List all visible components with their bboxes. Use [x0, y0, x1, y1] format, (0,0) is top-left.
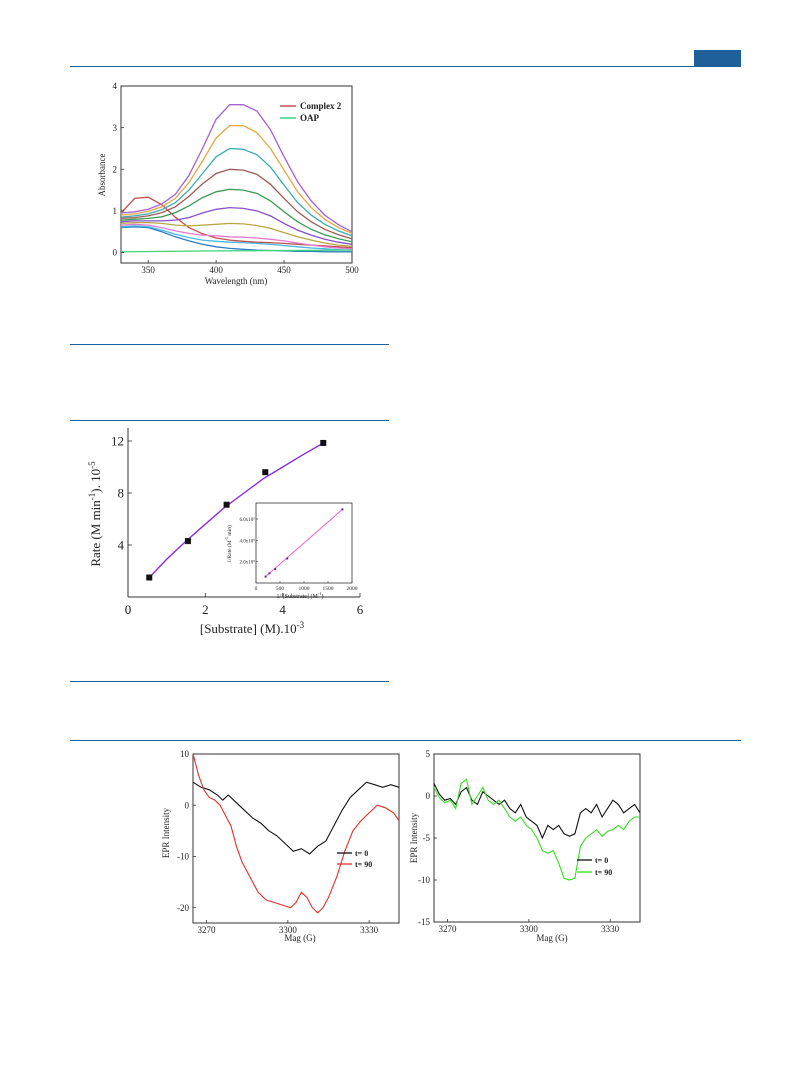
rate-point-3: [262, 469, 269, 476]
inset-fit-line: [265, 509, 343, 577]
epr1-xtick-label-3330: 3330: [360, 925, 379, 935]
epr2-ytick-label-0: 0: [426, 791, 431, 801]
uvvis-series-10: [120, 104, 353, 233]
epr1-ytick-label--10: -10: [177, 852, 189, 862]
section-rule-4: [70, 740, 741, 741]
epr1-ytick-label-10: 10: [180, 749, 190, 759]
inset-xtick-label-2000: 2000: [347, 586, 358, 592]
inset-ylabel: 1/Rate (M-1 min): [224, 525, 233, 563]
uvvis-series-6: [120, 188, 353, 243]
epr1-ytick-label-0: 0: [185, 800, 190, 810]
uvvis-legend: Complex 2 OAP: [280, 101, 342, 123]
inset-point-3: [286, 557, 289, 560]
epr1-xlabel: Mag (G): [284, 933, 315, 943]
epr1-xtick-label-3300: 3300: [279, 925, 298, 935]
epr1-legend-label-t90: t= 90: [355, 860, 372, 869]
rate-xtick-label-0: 0: [125, 602, 132, 617]
header-rule: [70, 66, 741, 67]
uvvis-series-3: [120, 223, 353, 250]
rate-point-0: [146, 574, 153, 581]
epr2-legend-label-t90: t= 90: [595, 868, 612, 877]
section-rule-2: [70, 420, 389, 421]
uvvis-ylabel: Absorbance: [97, 154, 107, 197]
inset-xtick-label-1500: 1500: [323, 586, 334, 592]
uvvis-xlabel: Wavelength (nm): [205, 276, 268, 286]
epr2-ylabel: EPR Intensity: [409, 812, 419, 863]
uvvis-series-7: [120, 168, 353, 240]
epr2-series-0: [433, 783, 641, 840]
rate-point-2: [223, 501, 230, 508]
inset-xtick-label-1000: 1000: [299, 586, 310, 592]
inset-point-2: [274, 568, 277, 571]
uvvis-xtick-label-450: 450: [277, 265, 291, 275]
inset-xtick-label-0: 0: [255, 586, 258, 592]
rate-ytick-label-8: 8: [118, 486, 125, 501]
legend-label-oap: OAP: [300, 113, 320, 123]
uvvis-series-5: [120, 206, 353, 245]
epr2-ytick-label-5: 5: [426, 749, 431, 759]
epr2-legend-label-t0: t= 0: [595, 856, 608, 865]
uvvis-xtick-label-350: 350: [141, 265, 155, 275]
rate-point-4: [320, 439, 327, 446]
epr1-legend: t= 0 t= 90: [337, 849, 372, 869]
section-rule-1: [70, 344, 389, 345]
uvvis-xtick-label-500: 500: [345, 265, 359, 275]
uvvis-series-8: [120, 147, 353, 237]
rate-xtick-label-6: 6: [357, 602, 364, 617]
section-rule-3: [70, 681, 389, 682]
inset-point-1: [268, 572, 271, 575]
inset-point-0: [264, 575, 267, 578]
inset-xlabel: 1/ [Substrate] (M-1): [276, 591, 323, 600]
uvvis-series-9: [120, 124, 353, 234]
uvvis-ytick-label-1: 1: [113, 206, 118, 216]
epr2-xtick-label-3330: 3330: [601, 924, 620, 934]
uvvis-series-4: [120, 221, 353, 247]
uvvis-series-1: [120, 226, 352, 253]
rate-ytick-label-12: 12: [111, 434, 124, 449]
uvvis-plot-frame: [120, 85, 353, 264]
epr1-ylabel: EPR Intensity: [161, 807, 171, 858]
epr1-legend-label-t0: t= 0: [355, 849, 368, 858]
epr2-ytick-label--5: -5: [423, 833, 431, 843]
uvvis-xtick-label-400: 400: [209, 265, 223, 275]
epr2-legend: t= 0 t= 90: [577, 856, 612, 877]
header-tab: [694, 50, 741, 66]
epr2-series-1: [433, 778, 640, 881]
inset-xtick-label-500: 500: [276, 586, 285, 592]
epr1-series-1: [192, 753, 400, 914]
uvvis-ytick-label-0: 0: [113, 248, 118, 258]
uvvis-ytick-label-3: 3: [113, 123, 118, 133]
uvvis-ytick-label-4: 4: [113, 81, 118, 91]
epr1-xtick-label-3270: 3270: [198, 925, 217, 935]
uvvis-ytick-label-2: 2: [113, 164, 118, 174]
rate-ylabel: Rate (M min-1). 10-5: [87, 461, 103, 567]
uvvis-series-11: [120, 249, 353, 253]
rate-fit-curve: [148, 442, 324, 578]
epr2-ytick-label--15: -15: [418, 917, 430, 927]
epr2-xtick-label-3300: 3300: [520, 924, 539, 934]
rate-ytick-label-4: 4: [118, 538, 125, 553]
rate-point-1: [184, 538, 191, 545]
epr1-series-0: [192, 781, 400, 855]
inset-ytick-label-4: 4.0x10⁵: [240, 538, 256, 544]
legend-label-complex2: Complex 2: [300, 101, 342, 111]
epr2-xlabel: Mag (G): [536, 933, 567, 943]
rate-xtick-label-2: 2: [202, 602, 209, 617]
rate-xtick-label-4: 4: [279, 602, 286, 617]
inset-ytick-label-2: 2.0x10⁵: [240, 560, 256, 566]
rate-xlabel: [Substrate] (M).10-3: [200, 620, 305, 636]
epr2-ytick-label--10: -10: [418, 875, 430, 885]
inset-ytick-label-6: 6.0x10⁵: [240, 517, 256, 523]
inset-point-4: [341, 508, 344, 511]
uvvis-series-2: [120, 225, 353, 251]
epr1-plot-frame: [192, 753, 400, 924]
epr1-ytick-label--20: -20: [177, 903, 189, 913]
epr2-xtick-label-3270: 3270: [439, 924, 458, 934]
